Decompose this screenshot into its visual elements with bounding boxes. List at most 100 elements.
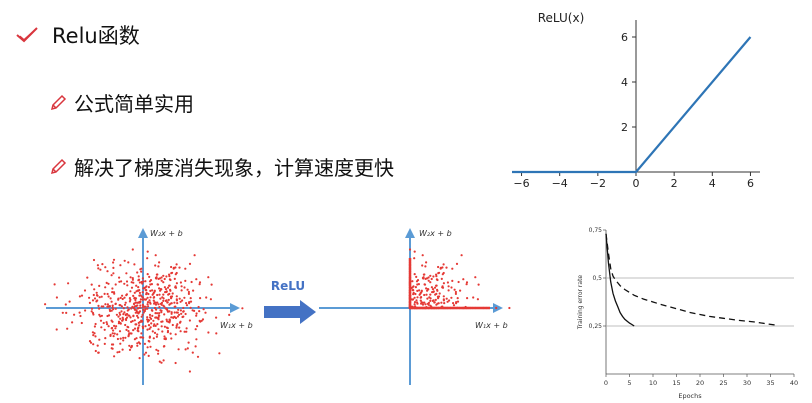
scatter-point (209, 298, 212, 301)
scatter-point (193, 254, 196, 257)
scatter-point (110, 300, 113, 303)
y-tick-label: 2 (621, 121, 628, 134)
scatter-point (129, 316, 132, 319)
scatter-point (182, 315, 185, 318)
scatter-point (416, 283, 419, 286)
scatter-point (160, 361, 163, 364)
scatter-point (175, 282, 178, 285)
scatter-point (120, 305, 123, 308)
scatter-point (416, 289, 419, 292)
scatter-point (146, 301, 150, 304)
scatter-point (172, 267, 175, 270)
scatter-point (144, 280, 147, 283)
scatter-point (423, 301, 426, 304)
scatter-point (78, 295, 81, 298)
scatter-point (131, 278, 134, 281)
scatter-point (132, 294, 135, 297)
scatter-point (431, 288, 435, 291)
pencil-icon (50, 158, 67, 174)
scatter-point (199, 320, 202, 323)
scatter-point (160, 276, 163, 279)
scatter-point (181, 299, 184, 302)
scatter-point (140, 270, 143, 273)
scatter-point (112, 308, 115, 311)
scatter-point (427, 276, 430, 279)
scatter-point (138, 281, 141, 284)
scatter-point (422, 276, 425, 279)
scatter-point (102, 305, 105, 308)
scatter-point (112, 335, 115, 338)
scatter-point (158, 293, 161, 296)
scatter-point (92, 293, 95, 297)
scatter-point (176, 315, 179, 318)
scatter-point (133, 305, 136, 308)
scatter-point (207, 331, 210, 334)
scatter-point (179, 320, 182, 323)
scatter-point (121, 294, 124, 297)
scatter-point (202, 308, 205, 311)
scatter-point (137, 286, 140, 289)
scatter-point (198, 310, 201, 313)
scatter-point (122, 336, 125, 339)
scatter-point (125, 272, 128, 275)
scatter-point (93, 332, 96, 335)
scatter-point (173, 311, 176, 314)
scatter-point (436, 289, 439, 292)
scatter-point (121, 348, 124, 351)
scatter-point (435, 284, 438, 287)
scatter-point (141, 298, 144, 301)
scatter-point (152, 337, 155, 340)
scatter-point (68, 300, 71, 303)
scatter-point (123, 259, 126, 262)
scatter-point (97, 267, 100, 270)
scatter-point (136, 304, 139, 307)
scatter-point (83, 289, 87, 292)
scatter-point (412, 285, 415, 288)
y-tick-label: 6 (621, 31, 628, 44)
scatter-point (172, 316, 175, 319)
scatter-point (139, 298, 142, 301)
scatter-point (133, 338, 136, 341)
scatter-point (445, 266, 448, 269)
scatter-point (94, 349, 97, 353)
scatter-point (137, 330, 140, 333)
scatter-point (437, 272, 440, 275)
scatter-point (146, 303, 149, 306)
scatter-point (184, 279, 187, 282)
scatter-point (161, 296, 164, 299)
scatter-point (460, 254, 463, 257)
scatter-point (136, 314, 139, 317)
scatter-point (156, 273, 159, 276)
scatter-point (92, 313, 95, 316)
scatter-point (138, 357, 141, 360)
scatter-point (154, 303, 158, 306)
scatter-point (174, 305, 177, 308)
scatter-point (183, 286, 186, 289)
y-axis-arrowhead (405, 228, 415, 238)
scatter-point (136, 289, 139, 292)
scatter-points (44, 248, 244, 373)
scatter-point (103, 342, 106, 345)
scatter-point (228, 313, 231, 316)
scatter-point (412, 291, 415, 294)
scatter-point (197, 305, 200, 309)
scatter-point (154, 324, 157, 327)
scatter-point (154, 316, 157, 319)
scatter-point (440, 277, 443, 280)
scatter-point (129, 298, 132, 301)
scatter-point (124, 336, 127, 339)
scatter-point (189, 297, 192, 300)
scatter-point (146, 320, 149, 323)
scatter-point (430, 286, 433, 289)
scatter-point (195, 338, 198, 341)
scatter-point (183, 330, 186, 333)
scatter-point (112, 272, 115, 275)
scatter-point (147, 354, 150, 357)
scatter-panel-after: W₂x + b W₁x + b (319, 228, 511, 385)
scatter-point (168, 318, 171, 321)
y-tick-label: 4 (621, 76, 628, 89)
scatter-point (135, 337, 138, 340)
scatter-point (134, 311, 137, 314)
scatter-point (413, 257, 416, 260)
scatter-point (66, 327, 69, 330)
